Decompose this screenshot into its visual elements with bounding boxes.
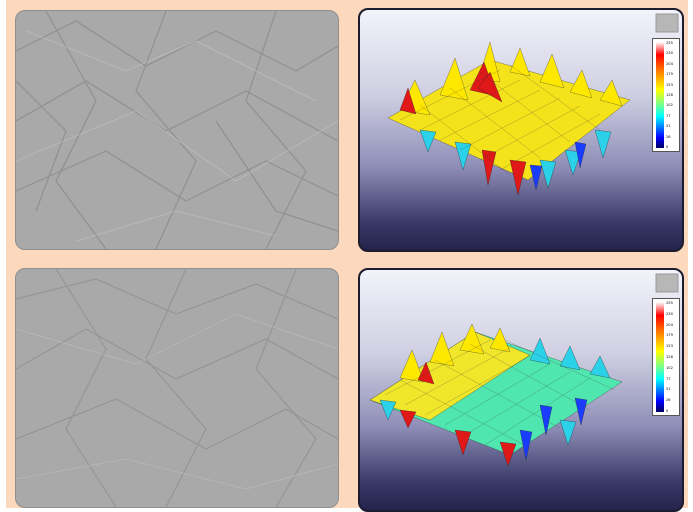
thumbnail-preview-bottom: [655, 273, 679, 293]
tick-label: 0: [666, 144, 669, 149]
skin-texture-lines-top: [16, 11, 338, 249]
colorbar-gradient-bottom: [656, 302, 664, 412]
tick-label: 179: [666, 333, 673, 338]
tick-label: 102: [666, 103, 673, 108]
colorbar-gradient-top: [656, 42, 664, 148]
tick-label: 51: [666, 387, 671, 392]
colorbar-ticks-top: 255 230 204 179 153 128 102 77 51 26 0: [666, 41, 678, 149]
surface-plot-bottom: 255 230 204 179 153 128 102 77 51 26 0: [358, 268, 684, 512]
tick-label: 255: [666, 301, 673, 305]
tick-label: 128: [666, 92, 673, 97]
colorbar-bottom: 255 230 204 179 153 128 102 77 51 26 0: [652, 298, 680, 416]
tick-label: 230: [666, 311, 673, 316]
surface-mesh-top: [387, 13, 679, 196]
tick-label: 255: [666, 41, 673, 45]
surface-plot-top: 255 230 204 179 153 128 102 77 51 26 0: [358, 8, 684, 252]
tick-label: 26: [666, 398, 671, 403]
tick-label: 153: [666, 344, 673, 349]
tick-label: 26: [666, 134, 671, 139]
surface-mesh-bottom: [369, 273, 679, 467]
skin-photo-top: [15, 10, 339, 250]
colorbar-top: 255 230 204 179 153 128 102 77 51 26 0: [652, 38, 680, 152]
tick-label: 230: [666, 51, 673, 56]
tick-label: 102: [666, 365, 673, 370]
tick-label: 153: [666, 82, 673, 87]
skin-photo-bottom: [15, 268, 339, 508]
thumbnail-preview-top: [655, 13, 679, 33]
tick-label: 179: [666, 72, 673, 77]
tick-label: 0: [666, 408, 669, 413]
tick-label: 128: [666, 354, 673, 359]
tick-label: 204: [666, 61, 673, 66]
tick-label: 51: [666, 124, 671, 129]
tick-label: 204: [666, 322, 673, 327]
colorbar-ticks-bottom: 255 230 204 179 153 128 102 77 51 26 0: [666, 301, 678, 413]
tick-label: 77: [666, 113, 671, 118]
skin-texture-lines-bottom: [16, 269, 338, 507]
tick-label: 77: [666, 376, 671, 381]
figure-background: 255 230 204 179 153 128 102 77 51 26 0: [6, 0, 688, 512]
